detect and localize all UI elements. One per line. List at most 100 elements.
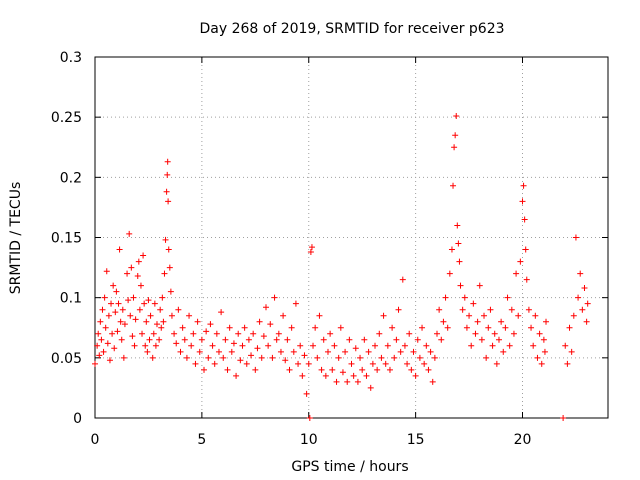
data-point [137,282,144,289]
data-point [365,348,372,355]
data-point [577,270,584,277]
data-point [135,258,142,265]
data-point [457,282,464,289]
data-point [124,270,131,277]
data-point [495,336,502,343]
data-point [92,360,98,367]
data-point [452,132,459,139]
data-point [472,330,479,337]
data-point [292,300,299,307]
data-point [337,324,344,331]
data-point [521,216,528,223]
data-point [115,300,122,307]
data-point [102,324,109,331]
data-point [282,357,289,364]
x-tick-label: 0 [91,432,100,448]
data-point [145,297,152,304]
data-point [173,340,180,347]
data-point [357,354,364,361]
data-point [380,312,387,319]
data-point [534,354,541,361]
data-point [226,324,233,331]
data-point [384,342,391,349]
data-point [352,345,359,352]
data-point [391,354,398,361]
data-point [378,354,385,361]
data-point [382,360,389,367]
data-point [541,348,548,355]
data-point [224,366,231,373]
data-point [94,342,101,349]
data-point [144,348,151,355]
data-point [453,112,460,119]
data-point [408,366,415,373]
data-point [346,336,353,343]
data-point [100,348,107,355]
data-point [303,390,310,397]
data-point [397,348,404,355]
data-point [103,268,110,275]
data-point [459,306,466,313]
data-point [389,324,396,331]
data-point [196,348,203,355]
data-point [136,306,143,313]
data-point [312,324,319,331]
data-point [168,312,175,319]
data-point [110,282,117,289]
data-point [128,264,135,271]
data-point [310,342,317,349]
data-point [273,336,280,343]
data-point [132,316,139,323]
data-point [425,366,432,373]
data-point [456,258,463,265]
y-tick-label: 0 [73,411,82,427]
data-point [455,240,462,247]
data-point [448,246,455,253]
data-point [104,340,111,347]
data-point [468,342,475,349]
data-point [583,318,590,325]
data-point [568,348,575,355]
data-point [429,378,436,385]
data-point [504,294,511,301]
data-point [363,372,370,379]
data-point [142,342,149,349]
data-point [108,300,115,307]
data-point [350,372,357,379]
data-point [344,378,351,385]
data-point [522,246,529,253]
data-point [307,248,314,255]
data-point [515,312,522,319]
data-point [476,282,483,289]
data-point [97,318,104,325]
x-tick-label: 5 [197,432,206,448]
data-point [239,342,246,349]
data-point [322,372,329,379]
data-point [470,300,477,307]
data-point [359,366,366,373]
data-point [167,288,174,295]
y-tick-label: 0.1 [60,291,82,307]
data-point [451,144,458,151]
data-point [141,300,148,307]
data-point [329,366,336,373]
data-point [203,328,210,335]
data-point [96,352,103,359]
data-point [508,306,515,313]
data-point [139,330,146,337]
data-point [250,330,257,337]
data-point [162,236,169,243]
data-point [493,360,500,367]
data-point [211,360,218,367]
data-point [109,330,116,337]
data-point [301,352,308,359]
data-point [419,324,426,331]
data-point [131,342,138,349]
data-point [98,336,105,343]
data-point [478,336,485,343]
data-point [129,333,136,340]
data-point [106,357,113,364]
data-point [241,324,248,331]
data-point [277,348,284,355]
